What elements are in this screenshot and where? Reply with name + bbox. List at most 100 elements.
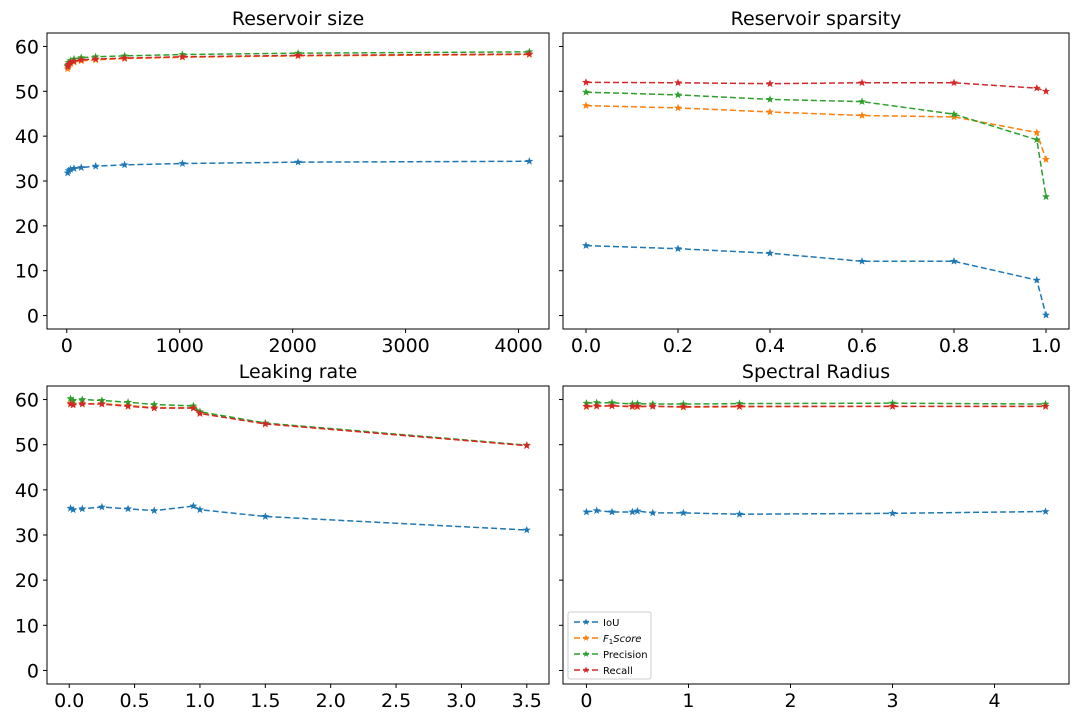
- x-tick-label: 2: [784, 690, 796, 712]
- y-tick-label: 20: [15, 216, 39, 238]
- data-point: [858, 97, 866, 106]
- data-point: [66, 58, 75, 66]
- data-point: [1042, 87, 1050, 95]
- data-point: [582, 507, 591, 516]
- data-point: [69, 396, 78, 404]
- data-point: [592, 506, 601, 515]
- chart-panel-1: Reservoir size 0 1000 2000 3000 4000 0 10 20 30 40…: [15, 8, 550, 357]
- data-point: [97, 399, 106, 408]
- legend: IoU F1Score Precision Recall: [567, 611, 652, 680]
- y-tick-label: 40: [15, 126, 39, 148]
- data-point: [679, 402, 688, 411]
- data-point: [120, 53, 129, 62]
- data-point: [178, 159, 187, 167]
- data-point: [124, 398, 133, 406]
- data-point: [582, 78, 590, 86]
- data-point: [888, 402, 897, 410]
- y-tick-label: 10: [15, 615, 39, 637]
- data-point: [735, 402, 744, 410]
- data-point: [195, 409, 204, 417]
- x-tick-label: 1: [682, 690, 694, 712]
- data-point: [69, 400, 78, 409]
- data-point: [64, 166, 73, 175]
- y-tick-label: 20: [15, 570, 39, 592]
- legend-label: Precision: [603, 650, 648, 661]
- data-point: [195, 505, 204, 514]
- data-point: [674, 244, 682, 253]
- y-tick-label: 30: [15, 525, 39, 547]
- legend-item: IoU: [574, 618, 619, 629]
- data-point: [66, 504, 75, 512]
- x-tick-label: 3: [886, 690, 898, 712]
- data-point: [858, 257, 866, 265]
- series-recall: [63, 49, 534, 71]
- series-f1score: [582, 101, 1050, 163]
- data-point: [648, 508, 657, 517]
- x-tick-label: 0: [580, 690, 592, 712]
- chart-title: Reservoir sparsity: [731, 8, 902, 30]
- x-tick-label: 3.5: [512, 690, 542, 712]
- data-point: [522, 525, 531, 534]
- data-point: [628, 507, 637, 516]
- data-point: [1042, 155, 1050, 163]
- series-line: [70, 398, 527, 446]
- data-point: [633, 506, 642, 515]
- x-tick-label: 4000: [494, 335, 542, 357]
- data-point: [120, 160, 129, 169]
- series-line: [586, 509, 1046, 515]
- data-point: [294, 51, 303, 59]
- x-tick-label: 0.8: [939, 335, 969, 357]
- y-tick-label: 10: [15, 261, 39, 283]
- data-point: [77, 55, 86, 64]
- data-point: [766, 95, 774, 103]
- data-point: [150, 506, 159, 515]
- data-point: [766, 79, 774, 88]
- x-tick-label: 1.0: [1031, 335, 1061, 357]
- legend-marker: [582, 650, 590, 657]
- x-tick-label: 1.0: [185, 690, 215, 712]
- data-point: [525, 49, 534, 58]
- series-recall: [582, 401, 1050, 411]
- legend-item: Recall: [574, 666, 633, 677]
- data-point: [950, 78, 958, 87]
- data-point: [522, 441, 531, 449]
- data-point: [261, 419, 270, 428]
- data-point: [1041, 402, 1050, 410]
- data-point: [950, 112, 958, 121]
- legend-marker: [582, 618, 590, 625]
- data-point: [582, 241, 590, 249]
- data-point: [950, 109, 958, 118]
- data-point: [674, 103, 682, 112]
- y-tick-label: 60: [15, 390, 39, 412]
- y-tick-label: 60: [15, 36, 39, 58]
- data-point: [1042, 310, 1050, 319]
- data-point: [633, 402, 642, 410]
- data-point: [648, 402, 657, 410]
- y-tick-label: 0: [27, 306, 39, 328]
- data-point: [70, 57, 78, 65]
- x-tick-label: 0.2: [663, 335, 693, 357]
- series-iou: [66, 501, 531, 534]
- data-point: [858, 111, 866, 119]
- data-point: [1042, 192, 1050, 201]
- data-point: [69, 505, 78, 514]
- data-point: [628, 402, 637, 410]
- y-tick-label: 40: [15, 480, 39, 502]
- data-point: [70, 164, 78, 172]
- data-point: [1041, 507, 1050, 515]
- data-point: [766, 249, 774, 257]
- x-tick-label: 2000: [268, 335, 316, 357]
- y-tick-label: 50: [15, 81, 39, 103]
- data-point: [674, 78, 682, 87]
- legend-label: IoU: [603, 618, 619, 629]
- x-tick-label: 0: [61, 335, 73, 357]
- data-point: [78, 395, 87, 403]
- data-point: [674, 90, 682, 99]
- y-tick-label: 30: [15, 171, 39, 193]
- series-iou: [582, 241, 1050, 319]
- chart-panel-3: Leaking rate 0.0 0.5 1.0 1.5 2.0 2.5 3.0 3.5 0 10 2…: [15, 361, 550, 712]
- data-point: [735, 510, 744, 518]
- chart-panel-4: Spectral Radius 0 1 2 3 4 IoU F1Score Precision R…: [559, 361, 1070, 712]
- x-tick-label: 3000: [381, 335, 429, 357]
